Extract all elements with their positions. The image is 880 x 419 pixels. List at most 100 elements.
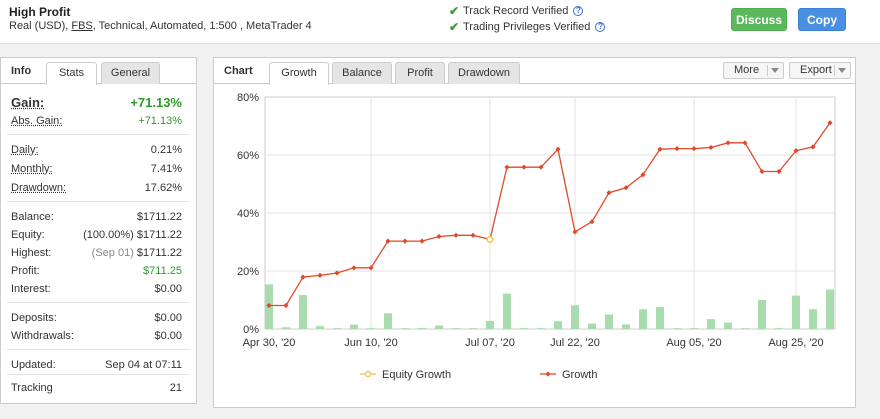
growth-point xyxy=(572,229,578,235)
bar xyxy=(469,328,477,329)
y-tick-label: 0% xyxy=(243,324,259,336)
withdrawals-label: Withdrawals: xyxy=(11,330,74,342)
help-icon[interactable]: ? xyxy=(595,22,606,32)
growth-point xyxy=(283,302,289,309)
growth-chart: 0% 20% 40% 60% 80% Apr 30, '20 Jun 10, '20 Jul … xyxy=(237,92,836,381)
growth-point xyxy=(470,232,476,238)
track-record-label: Track Record Verified xyxy=(463,5,569,17)
bar xyxy=(554,321,562,329)
profit-row: Profit: $711.25 xyxy=(11,265,182,277)
broker-link[interactable]: FBS xyxy=(71,20,93,32)
bar xyxy=(639,309,647,329)
bar xyxy=(282,327,290,329)
growth-point xyxy=(657,146,663,152)
abs-gain-label: Abs. Gain: xyxy=(11,115,63,127)
growth-line xyxy=(269,122,831,307)
bar xyxy=(775,328,783,329)
bar xyxy=(503,293,511,329)
profit-label: Profit: xyxy=(11,265,40,277)
bar xyxy=(520,328,528,329)
drawdown-label: Drawdown: xyxy=(11,182,67,194)
legend-equity-label: Equity Growth xyxy=(382,369,451,381)
bar xyxy=(350,324,358,329)
bar xyxy=(299,295,307,329)
interest-label: Interest: xyxy=(11,283,51,295)
bar xyxy=(588,323,596,329)
withdrawals-value: $0.00 xyxy=(154,330,182,342)
profit-value: $711.25 xyxy=(143,265,182,277)
bar xyxy=(571,305,579,329)
legend-growth-marker xyxy=(545,371,551,377)
daily-value: 0.21% xyxy=(150,144,182,156)
tab-stats[interactable]: Stats xyxy=(46,62,97,85)
balance-row: Balance: $1711.22 xyxy=(11,211,182,223)
growth-point xyxy=(742,140,748,146)
chart-title: Chart xyxy=(224,65,253,77)
divider xyxy=(7,201,190,202)
bar xyxy=(809,309,817,329)
tab-drawdown[interactable]: Drawdown xyxy=(448,62,520,84)
tab-general[interactable]: General xyxy=(101,62,160,84)
track-record-verified: ✔ Track Record Verified ? xyxy=(449,4,584,18)
tracking-value[interactable]: 21 xyxy=(169,382,182,394)
tab-growth[interactable]: Growth xyxy=(269,62,329,85)
bar xyxy=(758,300,766,329)
monthly-label: Monthly: xyxy=(11,163,53,175)
growth-point xyxy=(334,270,340,276)
legend-growth-label: Growth xyxy=(562,369,597,381)
growth-point xyxy=(623,185,629,191)
more-label: More xyxy=(734,64,760,76)
help-icon[interactable]: ? xyxy=(573,6,584,16)
discuss-button[interactable]: Discuss xyxy=(731,8,787,31)
divider xyxy=(7,302,190,303)
growth-point xyxy=(300,274,306,280)
trading-privileges-label: Trading Privileges Verified xyxy=(463,21,591,33)
monthly-row: Monthly: 7.41% xyxy=(11,163,182,175)
growth-point xyxy=(759,168,765,175)
bar xyxy=(724,322,732,329)
growth-point xyxy=(708,144,714,151)
gain-label: Gain: xyxy=(11,95,45,110)
updated-row: Updated: Sep 04 at 07:11 xyxy=(11,359,182,371)
growth-point xyxy=(436,233,442,240)
more-dropdown[interactable]: More xyxy=(723,62,784,79)
bar xyxy=(707,319,715,329)
monthly-value: 7.41% xyxy=(150,163,182,175)
bar xyxy=(622,324,630,329)
growth-point xyxy=(589,219,595,225)
growth-point xyxy=(504,164,510,170)
bar xyxy=(792,295,800,329)
copy-button[interactable]: Copy xyxy=(798,8,846,31)
equity-row: Equity: (100.00%) $1711.22 xyxy=(11,229,182,241)
growth-point xyxy=(793,148,799,154)
tracking-row: Tracking 21 xyxy=(11,382,182,394)
export-label: Export xyxy=(800,64,832,76)
x-tick-label: Jul 07, '20 xyxy=(465,337,515,349)
equity-value: $1711.22 xyxy=(136,229,182,241)
y-tick-label: 20% xyxy=(237,266,259,278)
legend-equity-marker xyxy=(364,370,372,378)
growth-point xyxy=(827,120,833,126)
tab-balance[interactable]: Balance xyxy=(332,62,392,84)
gain-value: +71.13% xyxy=(130,95,182,110)
x-tick-label: Jul 22, '20 xyxy=(550,337,600,349)
bar xyxy=(333,328,341,329)
interest-value: $0.00 xyxy=(154,283,182,295)
highest-row: Highest: (Sep 01) $1711.22 xyxy=(11,247,182,259)
chart-panel: Chart Growth Balance Profit Drawdown Mor… xyxy=(213,57,856,408)
growth-point xyxy=(453,232,459,238)
export-dropdown[interactable]: Export xyxy=(789,62,851,79)
x-tick-label: Aug 25, '20 xyxy=(768,337,823,349)
highest-date: (Sep 01) xyxy=(91,247,134,259)
drawdown-row: Drawdown: 17.62% xyxy=(11,182,182,194)
growth-point xyxy=(419,238,425,244)
growth-point xyxy=(640,172,646,178)
growth-point xyxy=(317,272,323,278)
equity-label: Equity: xyxy=(11,229,45,241)
account-title: High Profit xyxy=(9,5,71,19)
growth-point xyxy=(368,265,374,271)
trading-privileges-verified: ✔ Trading Privileges Verified ? xyxy=(449,20,606,34)
growth-point xyxy=(402,238,408,244)
growth-point xyxy=(351,265,357,271)
tab-profit[interactable]: Profit xyxy=(395,62,445,84)
